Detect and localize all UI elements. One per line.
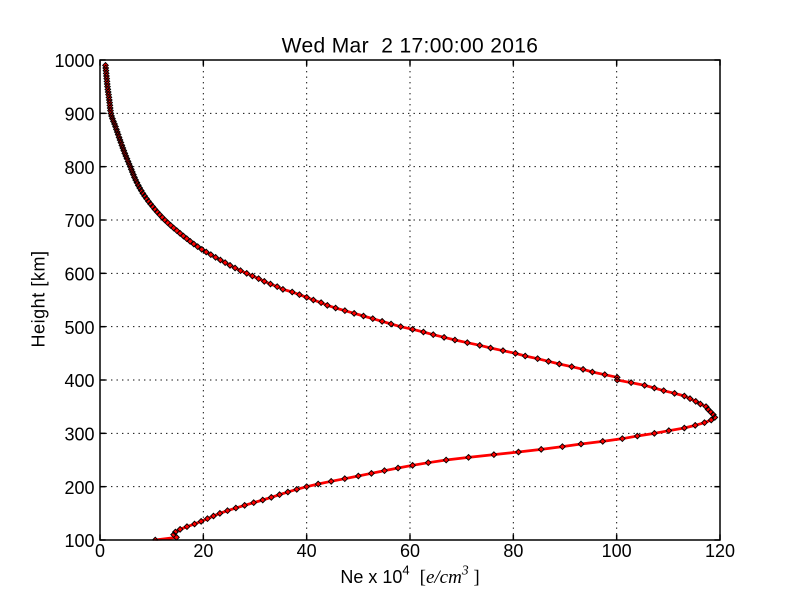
svg-text:500: 500 <box>64 318 94 338</box>
svg-text:80: 80 <box>503 541 523 561</box>
svg-text:800: 800 <box>64 158 94 178</box>
svg-text:60: 60 <box>400 541 420 561</box>
svg-text:300: 300 <box>64 425 94 445</box>
svg-text:600: 600 <box>64 265 94 285</box>
svg-text:400: 400 <box>64 371 94 391</box>
svg-text:Height [km]: Height [km] <box>28 250 48 347</box>
svg-text:100: 100 <box>602 541 632 561</box>
svg-text:700: 700 <box>64 211 94 231</box>
svg-text:900: 900 <box>64 105 94 125</box>
svg-text:40: 40 <box>297 541 317 561</box>
svg-text:20: 20 <box>193 541 213 561</box>
svg-text:200: 200 <box>64 478 94 498</box>
svg-text:1000: 1000 <box>54 51 94 71</box>
svg-text:120: 120 <box>705 541 735 561</box>
svg-text:Wed Mar 2 17:00:00 2016: Wed Mar 2 17:00:00 2016 <box>282 35 539 58</box>
svg-text:0: 0 <box>95 541 105 561</box>
svg-text:100: 100 <box>64 531 94 551</box>
svg-text:Ne x 104 [e/cm3 ]: Ne x 104 [e/cm3 ] <box>340 563 479 589</box>
